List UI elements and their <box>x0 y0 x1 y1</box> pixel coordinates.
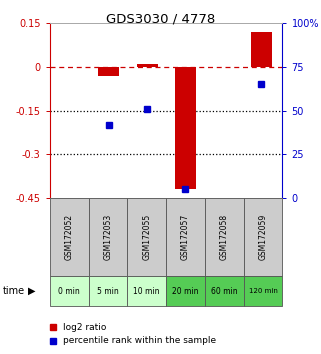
Bar <box>251 32 272 67</box>
Text: GDS3030 / 4778: GDS3030 / 4778 <box>106 12 215 25</box>
Bar <box>127 198 166 276</box>
Bar <box>89 276 127 306</box>
Text: log2 ratio: log2 ratio <box>63 323 106 332</box>
Text: time: time <box>3 286 25 296</box>
Bar <box>244 198 282 276</box>
Text: GSM172055: GSM172055 <box>142 214 151 260</box>
Bar <box>99 67 119 76</box>
Text: ▶: ▶ <box>28 286 36 296</box>
Text: GSM172052: GSM172052 <box>65 214 74 260</box>
Text: 60 min: 60 min <box>211 287 238 296</box>
Text: percentile rank within the sample: percentile rank within the sample <box>63 336 216 345</box>
Bar <box>166 198 205 276</box>
Bar <box>136 64 158 67</box>
Bar <box>89 198 127 276</box>
Bar <box>205 276 244 306</box>
Bar <box>127 276 166 306</box>
Bar <box>205 198 244 276</box>
Text: GSM172053: GSM172053 <box>103 214 112 260</box>
Text: GSM172059: GSM172059 <box>259 214 268 260</box>
Text: GSM172058: GSM172058 <box>220 214 229 260</box>
Bar <box>50 198 89 276</box>
Bar <box>50 276 89 306</box>
Text: 0 min: 0 min <box>58 287 80 296</box>
Bar <box>175 67 196 189</box>
Text: 120 min: 120 min <box>249 288 278 294</box>
Text: 5 min: 5 min <box>97 287 119 296</box>
Text: 10 min: 10 min <box>134 287 160 296</box>
Text: GSM172057: GSM172057 <box>181 214 190 260</box>
Text: 20 min: 20 min <box>172 287 199 296</box>
Bar <box>166 276 205 306</box>
Bar <box>244 276 282 306</box>
